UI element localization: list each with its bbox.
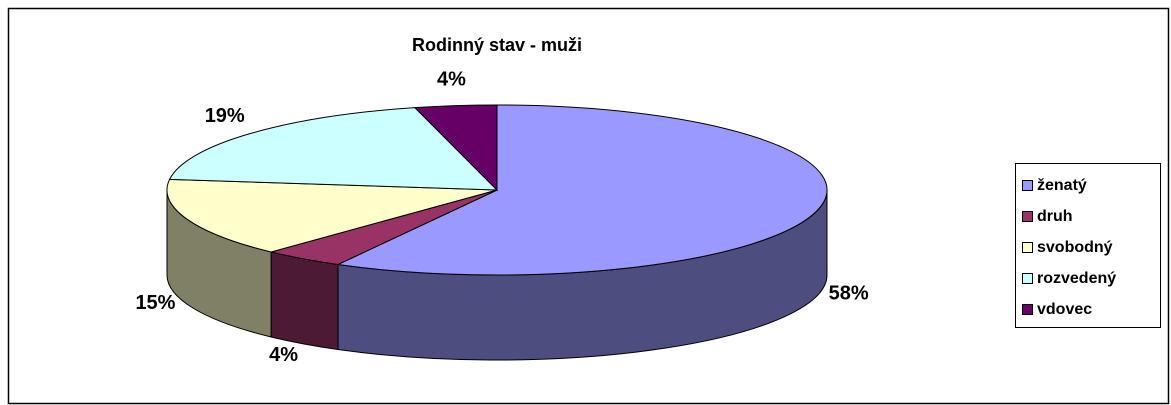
pie-slice (413, 104, 498, 192)
legend-swatch (1022, 180, 1033, 191)
legend-label: druh (1037, 208, 1073, 225)
pie-slice (168, 107, 499, 191)
data-label: 4% (437, 69, 466, 91)
legend-label: ženatý (1037, 177, 1087, 194)
legend-swatch (1022, 273, 1033, 284)
data-label: 19% (205, 105, 245, 127)
data-label: 15% (135, 292, 175, 314)
pie-side (270, 251, 339, 351)
legend-label: svobodný (1037, 239, 1113, 256)
legend-label: vdovec (1037, 301, 1092, 318)
legend-swatch (1022, 242, 1033, 253)
legend-box (1015, 163, 1161, 328)
data-label: 4% (269, 344, 298, 366)
legend-label: rozvedený (1037, 270, 1116, 287)
chart-title: Rodinný stav - muži (412, 35, 582, 55)
legend-swatch (1022, 211, 1033, 222)
legend-swatch (1022, 304, 1033, 315)
data-label: 58% (829, 282, 869, 304)
pie-slice (336, 104, 828, 276)
pie-slice (166, 178, 498, 253)
